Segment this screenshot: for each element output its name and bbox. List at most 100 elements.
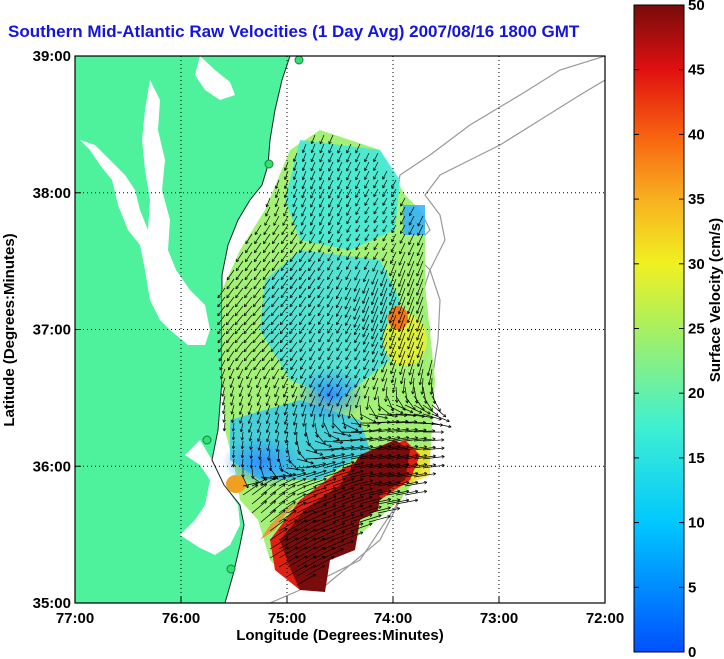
velocity-arrow	[279, 341, 289, 353]
velocity-arrow	[337, 251, 343, 261]
velocity-arrow	[377, 462, 401, 469]
velocity-arrow	[345, 332, 352, 343]
velocity-arrow	[355, 215, 361, 224]
velocity-arrow	[323, 531, 345, 541]
velocity-arrow	[314, 504, 337, 514]
velocity-arrow	[321, 413, 325, 428]
velocity-arrow	[379, 314, 388, 333]
velocity-arrow	[234, 314, 244, 326]
velocity-arrow	[355, 224, 361, 233]
velocity-arrow	[345, 350, 352, 361]
velocity-arrow	[244, 269, 253, 281]
velocity-arrow	[269, 518, 287, 532]
velocity-arrow	[422, 404, 439, 416]
velocity-arrow	[249, 440, 253, 450]
velocity-arrow	[292, 179, 298, 189]
velocity-arrow	[290, 359, 298, 371]
velocity-arrow	[345, 359, 352, 370]
velocity-arrow	[305, 462, 326, 469]
velocity-arrow	[269, 491, 286, 505]
velocity-arrow	[270, 323, 280, 335]
velocity-arrow	[309, 395, 316, 407]
velocity-arrow	[296, 502, 317, 514]
velocity-arrow	[404, 404, 423, 414]
velocity-arrow	[271, 359, 280, 371]
velocity-arrow	[217, 296, 226, 308]
velocity-arrow	[293, 170, 298, 180]
velocity-arrow	[382, 215, 388, 224]
velocity-arrow	[309, 377, 316, 388]
velocity-arrow	[363, 341, 370, 353]
grid	[75, 56, 605, 603]
velocity-arrow	[365, 395, 370, 410]
velocity-arrow	[275, 440, 280, 452]
velocity-arrow	[332, 495, 355, 505]
velocity-arrow	[373, 152, 379, 163]
velocity-arrow	[354, 359, 361, 370]
velocity-arrow	[399, 233, 406, 244]
velocity-arrow	[300, 377, 307, 389]
velocity-arrow	[355, 188, 361, 198]
y-tick-label: 38:00	[33, 185, 71, 202]
velocity-arrow	[275, 431, 280, 443]
velocity-arrow	[326, 278, 334, 290]
velocity-arrow	[226, 341, 235, 353]
velocity-arrow	[336, 386, 343, 397]
velocity-arrow	[331, 413, 335, 429]
velocity-arrow	[308, 296, 316, 308]
velocity-arrow	[332, 504, 355, 514]
velocity-arrow	[407, 350, 415, 367]
velocity-arrow	[370, 296, 379, 315]
velocity-arrow	[278, 510, 297, 523]
velocity-arrow	[332, 453, 355, 460]
velocity-arrow	[244, 260, 253, 272]
velocity-arrow	[346, 206, 352, 216]
velocity-arrow	[431, 413, 450, 423]
velocity-arrow	[283, 413, 289, 425]
velocity-arrow	[429, 377, 434, 395]
velocity-arrow	[287, 528, 308, 541]
velocity-arrow	[271, 242, 280, 254]
velocity-arrow	[411, 377, 415, 395]
velocity-arrow	[280, 260, 289, 272]
velocity-arrow	[373, 179, 379, 189]
velocity-arrow	[314, 521, 336, 532]
velocity-arrow	[262, 242, 271, 254]
x-axis-label: Longitude (Degrees:Minutes)	[236, 627, 444, 644]
velocity-arrow	[413, 454, 436, 460]
velocity-arrow	[373, 170, 379, 180]
colorbar-ticks: 0 5 10 15 20 25 30 35 40 45 50	[634, 0, 705, 659]
velocity-arrow	[323, 548, 345, 559]
velocity-arrow	[309, 350, 316, 361]
velocity-arrow	[398, 350, 406, 367]
velocity-arrow	[371, 332, 379, 347]
velocity-arrow	[265, 404, 271, 415]
velocity-arrow	[256, 377, 262, 389]
velocity-arrow	[372, 359, 379, 372]
velocity-arrow	[328, 179, 334, 190]
velocity-arrow	[368, 498, 392, 505]
velocity-arrow	[380, 260, 388, 275]
velocity-arrow	[373, 386, 379, 401]
velocity-arrow	[388, 305, 397, 324]
velocity-arrow	[346, 179, 352, 190]
velocity-arrow	[291, 386, 298, 398]
velocity-arrow	[296, 555, 317, 568]
velocity-arrow	[355, 206, 361, 215]
velocity-arrow	[344, 296, 352, 310]
velocity-arrow	[267, 449, 271, 461]
velocity-arrow	[219, 359, 226, 371]
velocity-arrow	[332, 431, 352, 438]
velocity-arrow	[301, 197, 307, 208]
velocity-arrow	[328, 224, 334, 235]
velocity-arrow	[400, 368, 406, 385]
velocity-arrow	[364, 233, 370, 242]
velocity-arrow	[386, 444, 410, 451]
velocity-arrow	[373, 251, 379, 260]
velocity-arrow	[265, 413, 271, 424]
velocity-arrow	[296, 470, 317, 478]
velocity-arrow	[362, 305, 370, 322]
velocity-arrow	[373, 161, 379, 171]
velocity-arrow	[363, 386, 370, 399]
velocity-arrow	[350, 479, 373, 487]
